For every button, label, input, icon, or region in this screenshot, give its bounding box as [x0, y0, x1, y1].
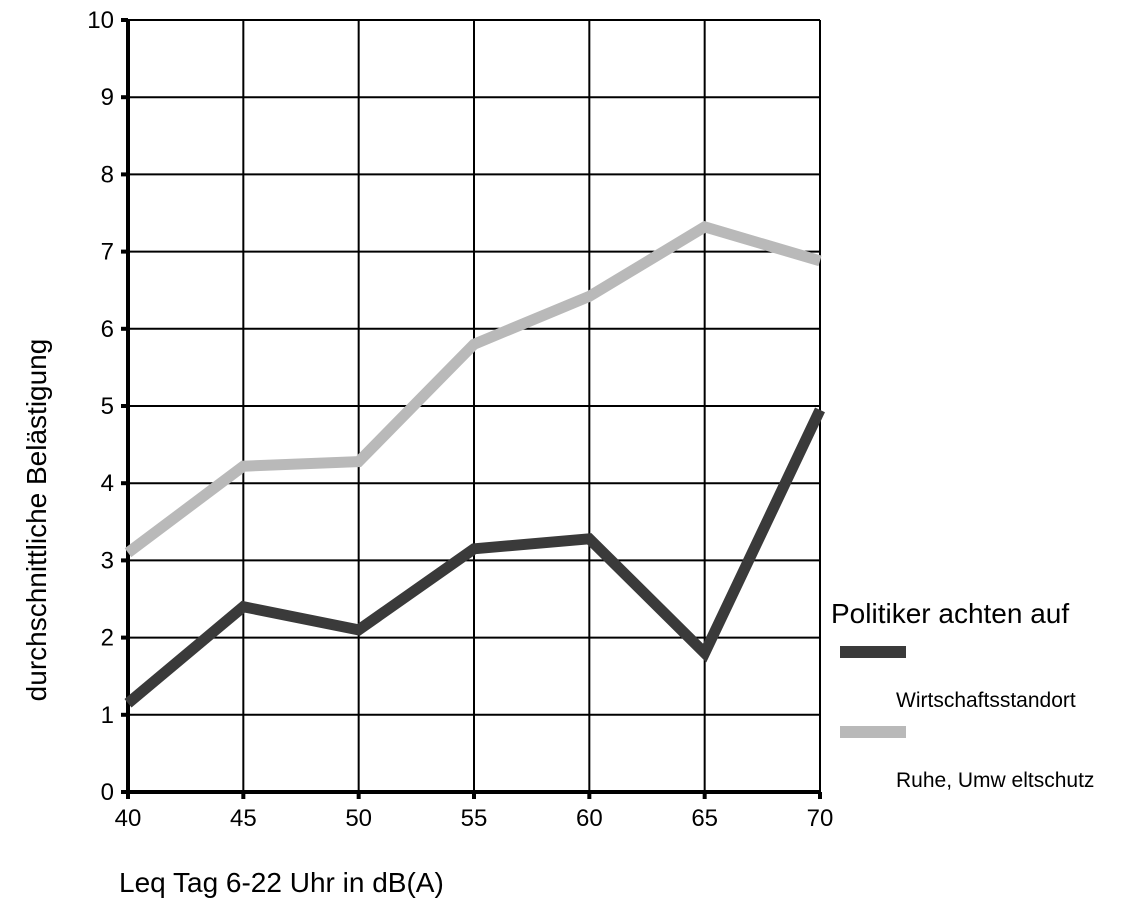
y-tick-label: 7: [101, 239, 114, 266]
y-tick-label: 2: [101, 625, 114, 652]
grid: [128, 20, 820, 792]
x-tick-label: 45: [230, 805, 257, 832]
y-tick-label: 9: [101, 84, 114, 111]
x-tick-label: 60: [576, 805, 603, 832]
legend: Politiker achten auf Wirtschaftsstandort R…: [831, 598, 1094, 792]
legend-swatch-0: [840, 646, 906, 658]
y-tick-label: 0: [101, 779, 114, 806]
x-axis-title: Leq Tag 6-22 Uhr in dB(A): [119, 867, 444, 898]
y-tick-label: 1: [101, 702, 114, 729]
x-tick-label: 50: [345, 805, 372, 832]
legend-swatch-1: [840, 726, 906, 738]
legend-label-0: Wirtschaftsstandort: [896, 689, 1076, 712]
y-axis-title: durchschnittliche Belästigung: [21, 339, 52, 702]
y-tick-label: 4: [101, 470, 114, 497]
legend-title: Politiker achten auf: [831, 598, 1069, 629]
y-tick-label: 6: [101, 316, 114, 343]
x-tick-label: 65: [691, 805, 718, 832]
x-tick-label: 70: [807, 805, 834, 832]
y-tick-label: 5: [101, 393, 114, 420]
y-tick-label: 10: [87, 7, 114, 34]
legend-label-1: Ruhe, Umw eltschutz: [896, 769, 1094, 792]
x-tick-label: 55: [461, 805, 488, 832]
y-tick-label: 3: [101, 547, 114, 574]
y-tick-label: 8: [101, 161, 114, 188]
x-tick-label: 40: [115, 805, 142, 832]
